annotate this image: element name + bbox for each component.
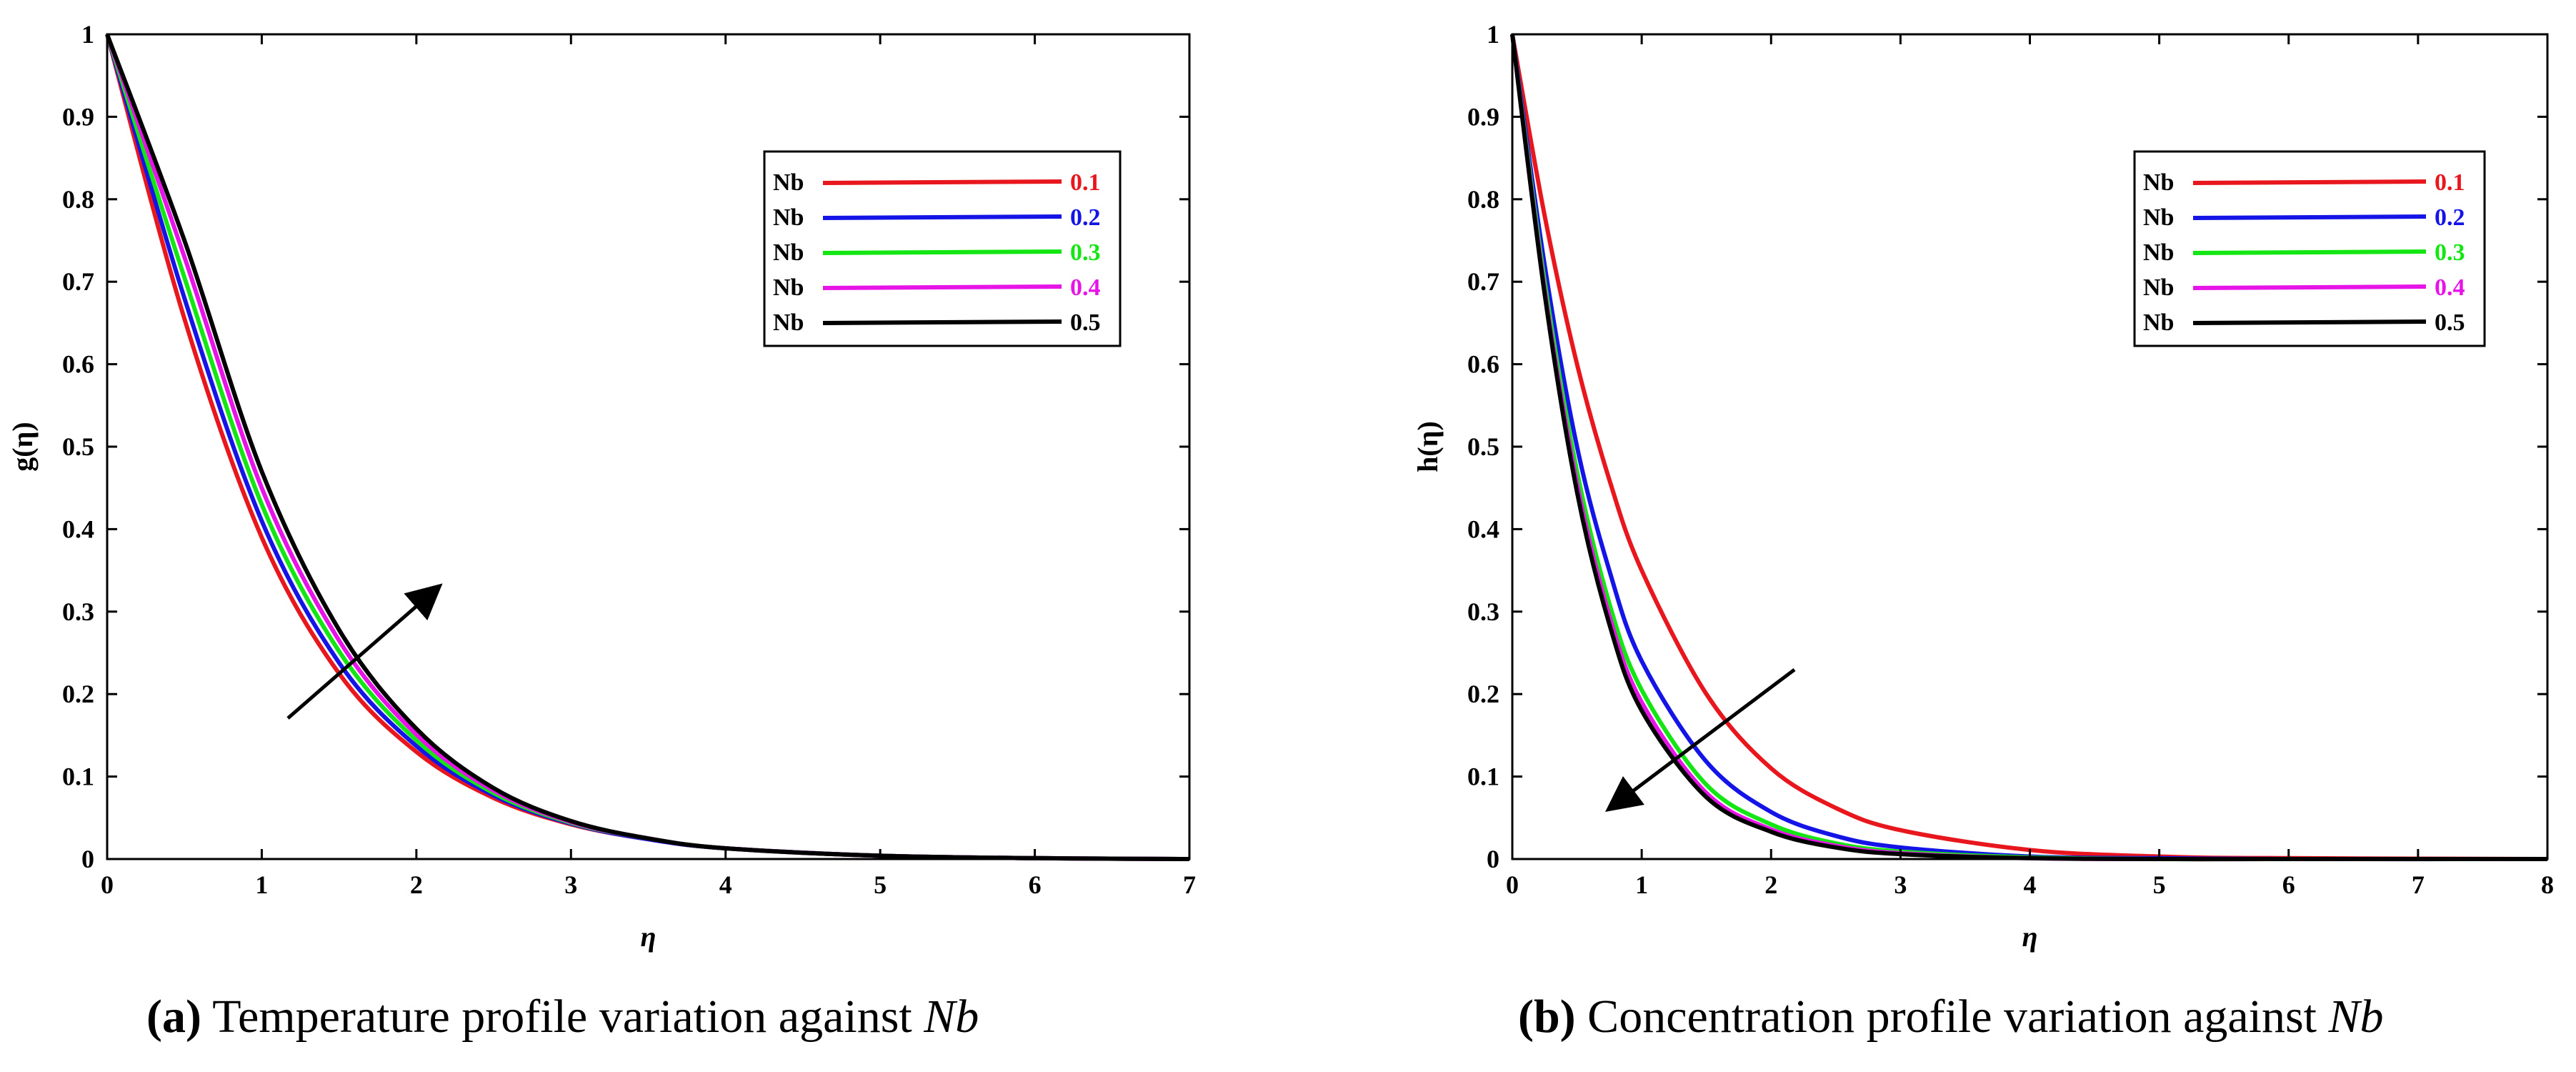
- legend-entry-name: Nb: [2143, 169, 2174, 196]
- legend: Nb 0.1 Nb 0.2 Nb 0.3 Nb 0.4 Nb 0.5: [763, 150, 1122, 347]
- y-tick-label: 0.8: [62, 185, 94, 214]
- y-tick-label: 0: [81, 845, 94, 873]
- legend-entry-name: Nb: [773, 309, 804, 336]
- x-tick-label: 1: [255, 870, 268, 899]
- y-tick-label: 0.9: [62, 102, 94, 131]
- legend-entry-swatch: [822, 249, 1062, 255]
- x-tick-label: 0: [101, 870, 114, 899]
- x-tick-label: 4: [719, 870, 732, 899]
- y-tick-label: 0.3: [62, 597, 94, 626]
- y-tick-label: 0.1: [62, 763, 94, 791]
- y-axis-label: h(η): [1412, 421, 1444, 472]
- legend-entry-value: 0.1: [2435, 169, 2465, 196]
- y-tick-label: 0: [1487, 845, 1499, 873]
- legend: Nb 0.1 Nb 0.2 Nb 0.3 Nb 0.4 Nb 0.5: [2133, 150, 2486, 347]
- legend-entry-value: 0.5: [2435, 309, 2465, 336]
- annotation-arrow: [286, 583, 443, 720]
- legend-entry-value: 0.1: [1070, 169, 1101, 196]
- legend-entry-swatch: [822, 179, 1062, 185]
- x-axis-label: η: [641, 920, 657, 953]
- x-tick-label: 7: [1183, 870, 1196, 899]
- chart-a: 0 1 2 3 4 5 6 7 0 0.1 0.2 0.3 0.4 0.5 0.6 0.7 0.8 0.9 1 η g(…: [6, 20, 1196, 953]
- legend-entry-name: Nb: [773, 239, 804, 266]
- caption-a: (a) Temperature profile variation agains…: [146, 990, 979, 1044]
- x-tick-label: 6: [2282, 870, 2295, 899]
- y-tick-label: 0.7: [1467, 267, 1499, 296]
- x-tick-label: 5: [2153, 870, 2166, 899]
- y-tick-label: 0.4: [1467, 515, 1499, 543]
- x-tick-label: 8: [2541, 870, 2554, 899]
- legend-entry-value: 0.2: [1070, 204, 1101, 231]
- legend-entry-name: Nb: [773, 204, 804, 231]
- legend-entry-value: 0.4: [2435, 274, 2465, 301]
- caption-b: (b) Concentration profile variation agai…: [1518, 990, 2384, 1044]
- legend-entry-name: Nb: [2143, 309, 2174, 336]
- y-tick-label: 1: [81, 20, 94, 49]
- caption-b-label: (b): [1518, 991, 1576, 1043]
- chart-b: 0 1 2 3 4 5 6 7 8 0 0.1 0.2 0.3 0.4 0.5 0.6 0.7 0.8 0.9 1 η h…: [1412, 20, 2554, 953]
- x-tick-label: 3: [1894, 870, 1907, 899]
- legend-entry-swatch: [2192, 319, 2427, 325]
- x-tick-label: 0: [1506, 870, 1519, 899]
- legend-entry-name: Nb: [773, 169, 804, 196]
- y-tick-label: 0.5: [62, 432, 94, 461]
- y-tick-label: 0.4: [62, 515, 94, 543]
- y-tick-label: 0.8: [1467, 185, 1499, 214]
- legend-entry-swatch: [822, 319, 1062, 325]
- caption-a-text: Temperature profile variation against: [201, 991, 924, 1043]
- legend-entry-value: 0.3: [1070, 239, 1101, 266]
- y-tick-label: 0.3: [1467, 597, 1499, 626]
- x-tick-label: 2: [1764, 870, 1777, 899]
- x-tick-label: 2: [410, 870, 423, 899]
- x-tick-label: 7: [2412, 870, 2425, 899]
- legend-entry-name: Nb: [773, 274, 804, 301]
- legend-entry-value: 0.3: [2435, 239, 2465, 266]
- annotation-arrow: [1605, 668, 1796, 813]
- x-axis-label: η: [2022, 920, 2038, 953]
- caption-a-param: Nb: [924, 991, 979, 1043]
- y-tick-label: 0.1: [1467, 763, 1499, 791]
- legend-entry-name: Nb: [2143, 204, 2174, 231]
- x-tick-label: 5: [874, 870, 887, 899]
- series-line-nb-0.5: [105, 33, 1190, 861]
- y-tick-label: 0.9: [1467, 102, 1499, 131]
- caption-a-label: (a): [146, 991, 201, 1043]
- x-tick-label: 6: [1029, 870, 1042, 899]
- y-tick-label: 0.5: [1467, 432, 1499, 461]
- x-tick-label: 4: [2024, 870, 2037, 899]
- legend-entry-value: 0.5: [1070, 309, 1101, 336]
- legend-entry-swatch: [2192, 249, 2427, 255]
- legend-entry-name: Nb: [2143, 274, 2174, 301]
- y-tick-label: 1: [1487, 20, 1499, 49]
- x-tick-label: 1: [1635, 870, 1648, 899]
- legend-entry-swatch: [2192, 214, 2427, 220]
- legend-entry-swatch: [2192, 179, 2427, 185]
- legend-entry-swatch: [822, 214, 1062, 220]
- y-tick-label: 0.7: [62, 267, 94, 296]
- x-tick-label: 3: [564, 870, 577, 899]
- legend-entry-swatch: [2192, 284, 2427, 290]
- y-tick-label: 0.2: [1467, 680, 1499, 708]
- legend-entry-value: 0.4: [1070, 274, 1101, 301]
- legend-entry-value: 0.2: [2435, 204, 2465, 231]
- caption-b-text: Concentration profile variation against: [1575, 991, 2329, 1043]
- y-tick-label: 0.6: [62, 350, 94, 379]
- y-axis-label: g(η): [6, 422, 39, 471]
- y-tick-label: 0.2: [62, 680, 94, 708]
- legend-entry-name: Nb: [2143, 239, 2174, 266]
- caption-b-param: Nb: [2328, 991, 2384, 1043]
- y-tick-label: 0.6: [1467, 350, 1499, 379]
- legend-entry-swatch: [822, 284, 1062, 290]
